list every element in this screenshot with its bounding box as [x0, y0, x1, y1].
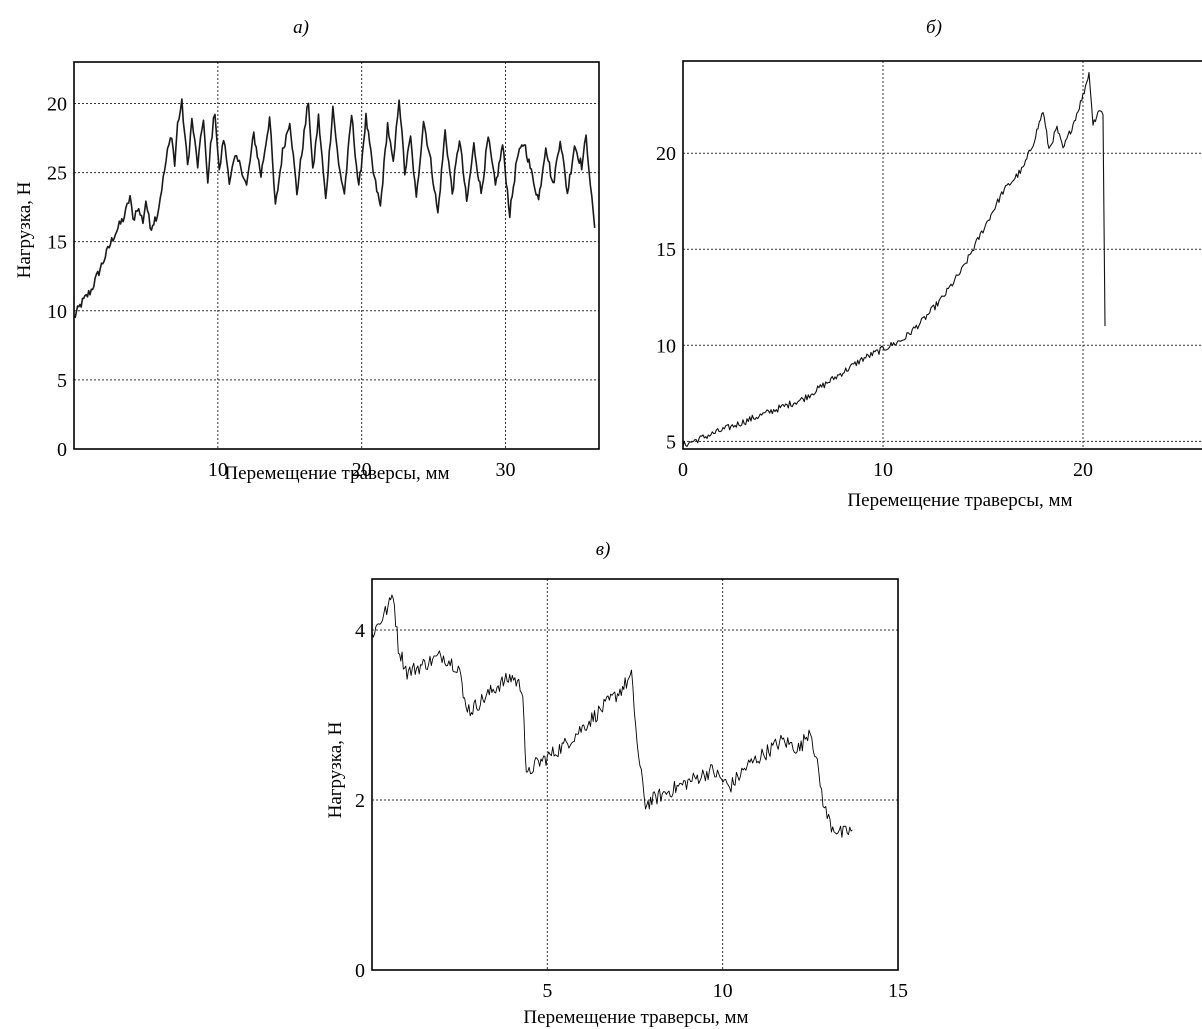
panel-a-label: а): [293, 17, 309, 38]
chart-c: в) 5 10 15 0 2 4 Перемещение траверсы, мм Наг…: [325, 539, 908, 1028]
chart-b-x-tick-label: 0: [678, 459, 688, 481]
chart-a-ticks: 10 20 30 0 5 10 15 25 20: [47, 93, 516, 481]
chart-b-y-tick-label: 20: [656, 143, 676, 165]
chart-a-y-tick-label: 25: [47, 163, 67, 185]
chart-b-y-tick-label: 15: [656, 239, 676, 261]
chart-c-x-axis-label: Перемещение траверсы, мм: [523, 1007, 748, 1028]
chart-b-plot-frame: [682, 60, 1202, 450]
chart-a-y-axis-label: Нагрузка, Н: [14, 181, 35, 278]
chart-a-y-tick-label: 10: [47, 301, 67, 323]
chart-a-y-tick-label: 0: [57, 439, 67, 461]
panel-b-label: б): [926, 17, 942, 38]
chart-c-ticks: 5 10 15 0 2 4: [355, 620, 908, 1002]
chart-a-plot-frame: [73, 61, 600, 450]
chart-c-grid: [372, 579, 898, 970]
chart-c-x-tick-label: 15: [888, 980, 908, 1002]
chart-c-x-tick-label: 5: [542, 980, 552, 1002]
chart-a-grid: [74, 62, 599, 449]
chart-c-x-tick-label: 10: [713, 980, 733, 1002]
chart-a-y-tick-label: 20: [47, 93, 67, 115]
chart-a: а) 10 20 30 0 5 10 15 25 20 Перемещение траверсы…: [14, 17, 600, 484]
chart-a-series: [73, 98, 596, 319]
chart-b-x-tick-label: 20: [1073, 459, 1093, 481]
chart-a-y-tick-label: 5: [57, 370, 67, 392]
chart-b: б) 0 10 20 5 10 15 20 Перемещение траверсы, мм: [656, 17, 1202, 511]
chart-b-x-tick-label: 10: [873, 459, 893, 481]
chart-b-series-line: [682, 71, 1106, 447]
chart-a-x-axis-label: Перемещение траверсы, мм: [224, 463, 449, 484]
chart-c-y-tick-label: 0: [355, 960, 365, 982]
chart-b-x-axis-label: Перемещение траверсы, мм: [847, 490, 1072, 511]
chart-a-series-line: [73, 98, 596, 319]
chart-b-y-tick-label: 10: [656, 335, 676, 357]
chart-b-series: [682, 71, 1106, 447]
chart-a-x-tick-label: 30: [496, 459, 516, 481]
chart-c-series: [371, 594, 853, 838]
chart-c-y-axis-label: Нагрузка, Н: [325, 721, 346, 818]
chart-c-y-tick-label: 4: [355, 620, 365, 642]
chart-b-ticks: 0 10 20 5 10 15 20: [656, 143, 1093, 481]
chart-b-grid: [683, 61, 1202, 449]
panel-c-label: в): [596, 539, 611, 560]
chart-c-y-tick-label: 2: [355, 790, 365, 812]
chart-c-series-line: [371, 594, 853, 838]
chart-a-x-tick-label: 20: [352, 459, 372, 481]
chart-b-y-tick-label: 5: [666, 431, 676, 453]
chart-a-y-tick-label: 15: [47, 232, 67, 254]
chart-a-x-tick-label: 10: [208, 459, 228, 481]
chart-c-plot-frame: [371, 578, 899, 971]
